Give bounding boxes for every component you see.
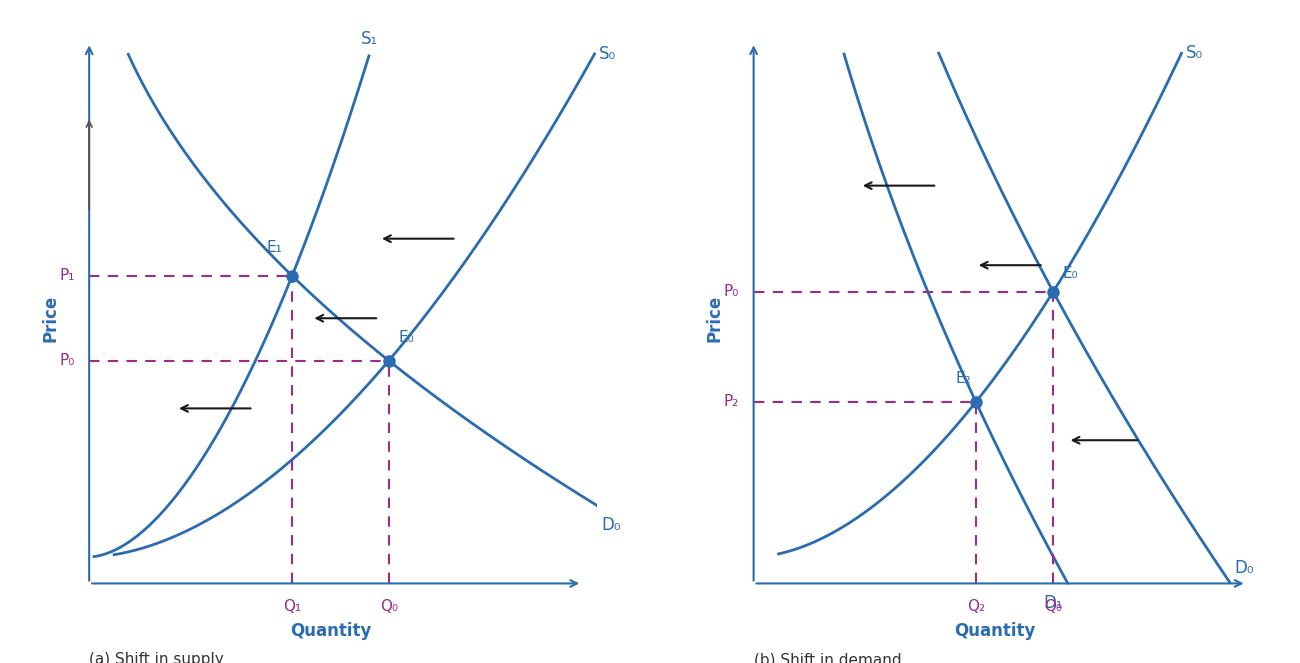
Text: P₀: P₀ [724, 284, 740, 299]
Text: (a) Shift in supply: (a) Shift in supply [90, 652, 224, 663]
Text: Quantity: Quantity [290, 622, 372, 640]
Text: S₀: S₀ [1187, 44, 1204, 62]
Text: Q₂: Q₂ [967, 599, 985, 615]
Text: Quantity: Quantity [954, 622, 1036, 640]
Text: P₀: P₀ [60, 353, 74, 368]
Text: Q₀: Q₀ [380, 599, 398, 615]
Text: Price: Price [42, 294, 60, 342]
Text: E₂: E₂ [956, 371, 971, 386]
Text: Q₁: Q₁ [283, 599, 302, 615]
Text: (b) Shift in demand: (b) Shift in demand [754, 652, 901, 663]
Text: D₀: D₀ [602, 516, 621, 534]
Text: D₀: D₀ [1235, 559, 1254, 577]
Text: E₀: E₀ [398, 330, 415, 345]
Text: P₂: P₂ [724, 394, 740, 410]
Text: Price: Price [706, 294, 724, 342]
Text: P₁: P₁ [60, 269, 74, 283]
Text: E₁: E₁ [266, 239, 282, 255]
Text: D₁: D₁ [1044, 593, 1063, 612]
Text: S₁: S₁ [360, 30, 377, 48]
Text: S₀: S₀ [599, 45, 616, 63]
Text: Q₀: Q₀ [1044, 599, 1062, 615]
Text: E₀: E₀ [1063, 266, 1079, 281]
